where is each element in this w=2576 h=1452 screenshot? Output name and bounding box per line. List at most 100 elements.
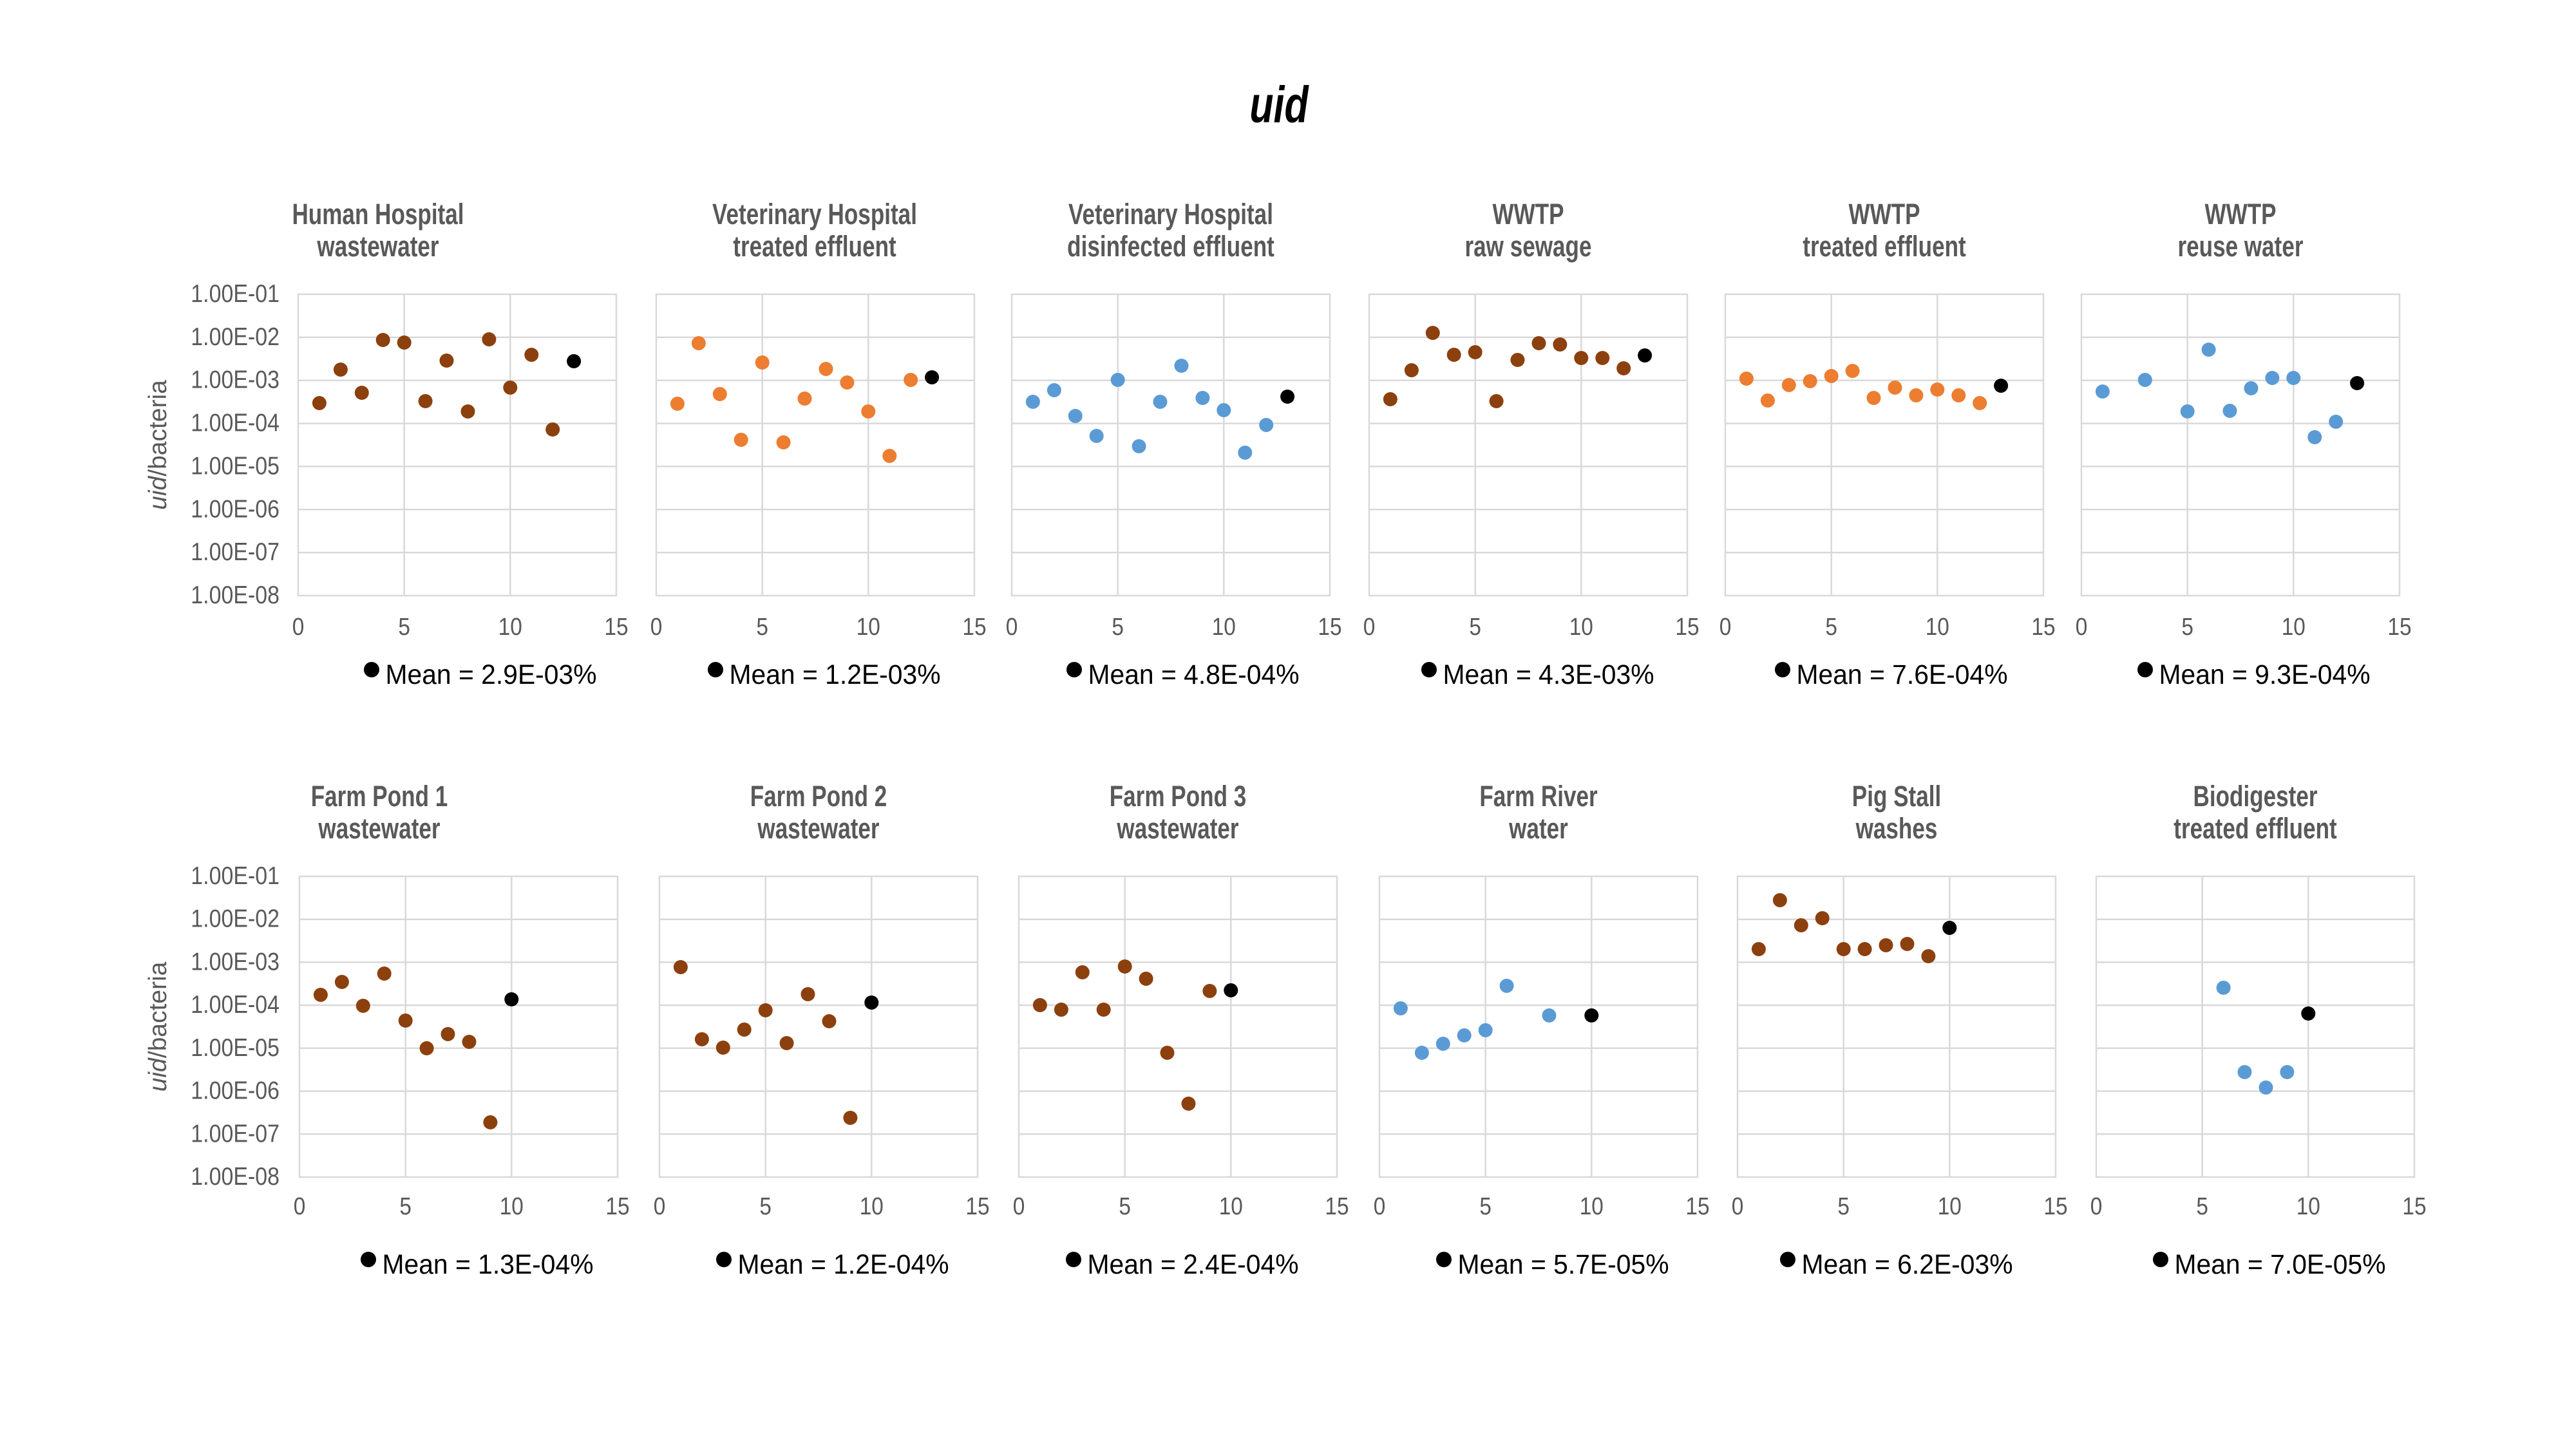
- svg-text:1.00E-08: 1.00E-08: [191, 1162, 279, 1191]
- svg-text:5: 5: [2196, 1193, 2208, 1220]
- svg-text:1.00E-03: 1.00E-03: [191, 947, 279, 976]
- svg-text:0: 0: [1374, 1193, 1386, 1220]
- svg-text:15: 15: [605, 1193, 629, 1220]
- svg-text:Mean = 1.3E-04%: Mean = 1.3E-04%: [383, 1249, 594, 1279]
- svg-text:Human Hospital: Human Hospital: [292, 198, 464, 231]
- svg-text:15: 15: [1318, 613, 1341, 640]
- svg-text:0: 0: [294, 1193, 306, 1220]
- svg-text:Mean = 9.3E-04%: Mean = 9.3E-04%: [2159, 659, 2371, 690]
- svg-text:0: 0: [2076, 613, 2088, 640]
- svg-text:0: 0: [1013, 1193, 1025, 1220]
- svg-text:10: 10: [857, 613, 880, 640]
- svg-text:5: 5: [399, 1193, 412, 1220]
- svg-text:1.00E-07: 1.00E-07: [191, 1119, 279, 1147]
- svg-text:Mean = 6.2E-03%: Mean = 6.2E-03%: [1802, 1249, 2013, 1279]
- svg-text:wastewater: wastewater: [317, 230, 439, 263]
- svg-text:0: 0: [1363, 613, 1376, 640]
- svg-text:Mean = 7.6E-04%: Mean = 7.6E-04%: [1797, 659, 2008, 690]
- svg-text:Mean = 2.4E-04%: Mean = 2.4E-04%: [1088, 1249, 1299, 1279]
- svg-text:10: 10: [1580, 1193, 1604, 1220]
- svg-text:disinfected effluent: disinfected effluent: [1067, 230, 1274, 263]
- svg-text:treated effluent: treated effluent: [733, 230, 896, 263]
- svg-text:5: 5: [1112, 613, 1124, 640]
- svg-text:1.00E-04: 1.00E-04: [191, 408, 279, 437]
- svg-text:0: 0: [650, 613, 663, 640]
- svg-text:Farm River: Farm River: [1479, 780, 1598, 813]
- svg-text:10: 10: [1938, 1193, 1962, 1220]
- svg-text:WWTP: WWTP: [2204, 198, 2276, 231]
- svg-text:Pig Stall: Pig Stall: [1852, 780, 1941, 813]
- svg-text:1.00E-01: 1.00E-01: [191, 862, 279, 890]
- svg-text:10: 10: [498, 613, 522, 640]
- svg-text:raw sewage: raw sewage: [1464, 230, 1591, 263]
- svg-text:wastewater: wastewater: [318, 812, 440, 845]
- svg-text:5: 5: [1825, 613, 1837, 640]
- svg-text:15: 15: [962, 613, 986, 640]
- svg-text:Mean = 2.9E-03%: Mean = 2.9E-03%: [386, 659, 597, 690]
- svg-text:10: 10: [2297, 1193, 2320, 1220]
- svg-text:1.00E-06: 1.00E-06: [191, 495, 279, 523]
- svg-text:10: 10: [860, 1193, 884, 1220]
- svg-text:0: 0: [292, 613, 305, 640]
- svg-text:15: 15: [604, 613, 628, 640]
- svg-text:15: 15: [2387, 613, 2411, 640]
- svg-text:1.00E-01: 1.00E-01: [191, 279, 279, 308]
- svg-text:15: 15: [2402, 1193, 2426, 1220]
- svg-text:5: 5: [2181, 613, 2193, 640]
- svg-text:15: 15: [2043, 1193, 2067, 1220]
- svg-text:5: 5: [1479, 1193, 1492, 1220]
- svg-text:1.00E-02: 1.00E-02: [191, 904, 279, 932]
- svg-text:WWTP: WWTP: [1492, 198, 1564, 231]
- svg-text:wastewater: wastewater: [757, 812, 880, 845]
- svg-text:5: 5: [1837, 1193, 1850, 1220]
- svg-text:Mean = 7.0E-05%: Mean = 7.0E-05%: [2175, 1249, 2386, 1279]
- svg-text:Farm Pond 1: Farm Pond 1: [311, 780, 448, 813]
- svg-text:1.00E-07: 1.00E-07: [191, 538, 279, 566]
- svg-text:5: 5: [1119, 1193, 1131, 1220]
- svg-text:10: 10: [1219, 1193, 1243, 1220]
- svg-text:Veterinary Hospital: Veterinary Hospital: [712, 198, 917, 231]
- svg-text:water: water: [1508, 812, 1568, 845]
- svg-text:1.00E-05: 1.00E-05: [191, 1033, 279, 1062]
- svg-text:5: 5: [756, 613, 768, 640]
- svg-text:10: 10: [1926, 613, 1949, 640]
- svg-text:0: 0: [2090, 1193, 2103, 1220]
- svg-text:washes: washes: [1855, 812, 1938, 845]
- svg-text:5: 5: [759, 1193, 772, 1220]
- svg-text:5: 5: [1469, 613, 1481, 640]
- svg-text:WWTP: WWTP: [1848, 198, 1920, 231]
- svg-text:1.00E-03: 1.00E-03: [191, 365, 279, 393]
- svg-text:Mean = 4.8E-04%: Mean = 4.8E-04%: [1088, 659, 1300, 690]
- svg-text:Veterinary Hospital: Veterinary Hospital: [1068, 198, 1273, 231]
- svg-text:10: 10: [1212, 613, 1236, 640]
- svg-text:Mean = 1.2E-03%: Mean = 1.2E-03%: [730, 659, 941, 690]
- svg-text:treated effluent: treated effluent: [2174, 812, 2336, 845]
- svg-text:0: 0: [1006, 613, 1018, 640]
- svg-text:1.00E-04: 1.00E-04: [191, 990, 279, 1019]
- svg-text:uid/bacteria: uid/bacteria: [144, 961, 172, 1091]
- svg-text:1.00E-05: 1.00E-05: [191, 451, 279, 480]
- svg-text:15: 15: [1685, 1193, 1709, 1220]
- svg-text:15: 15: [2031, 613, 2055, 640]
- svg-text:1.00E-08: 1.00E-08: [191, 581, 279, 609]
- svg-text:15: 15: [1675, 613, 1699, 640]
- svg-text:0: 0: [1719, 613, 1732, 640]
- svg-text:Mean = 1.2E-04%: Mean = 1.2E-04%: [738, 1249, 949, 1279]
- svg-text:15: 15: [965, 1193, 989, 1220]
- svg-text:1.00E-02: 1.00E-02: [191, 323, 279, 351]
- svg-text:10: 10: [500, 1193, 524, 1220]
- svg-text:Mean = 5.7E-05%: Mean = 5.7E-05%: [1458, 1249, 1669, 1279]
- svg-text:uid/bacteria: uid/bacteria: [144, 380, 172, 510]
- svg-text:10: 10: [2282, 613, 2306, 640]
- svg-text:15: 15: [1325, 1193, 1349, 1220]
- svg-text:1.00E-06: 1.00E-06: [191, 1076, 279, 1104]
- svg-text:reuse water: reuse water: [2177, 230, 2303, 263]
- svg-text:0: 0: [1732, 1193, 1744, 1220]
- svg-text:uid: uid: [1249, 77, 1309, 134]
- svg-text:Farm Pond 2: Farm Pond 2: [750, 780, 887, 813]
- svg-text:5: 5: [398, 613, 410, 640]
- svg-text:Biodigester: Biodigester: [2193, 780, 2317, 813]
- svg-text:treated effluent: treated effluent: [1803, 230, 1965, 263]
- svg-text:Mean = 4.3E-03%: Mean = 4.3E-03%: [1443, 659, 1654, 690]
- svg-text:Farm Pond 3: Farm Pond 3: [1110, 780, 1247, 813]
